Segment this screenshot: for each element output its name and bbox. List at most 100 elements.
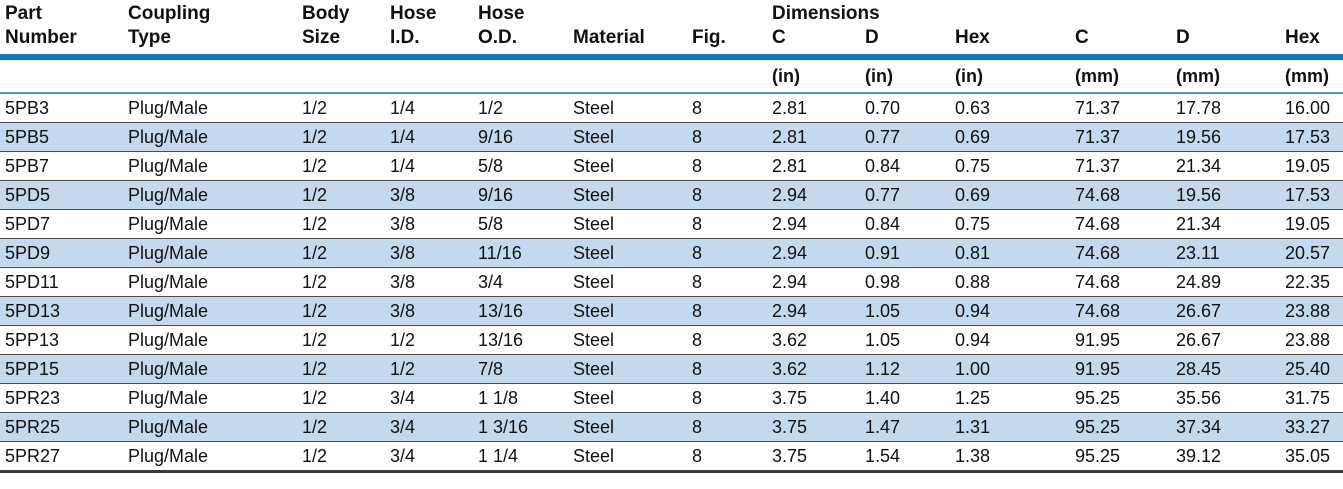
cell-part-number: 5PD11 (5, 271, 59, 292)
col-header-line1 (1285, 2, 1343, 26)
col-header-line2: Material (573, 27, 645, 48)
col-header-line2: O.D. (478, 27, 518, 48)
cell-body-size: 1/2 (302, 155, 328, 176)
col-header-hex-in: Hex (950, 0, 1070, 60)
cell-c-in: 3.75 (772, 387, 808, 408)
cell-coupling-type: Plug/Male (128, 358, 209, 379)
table-row: 5PP15 Plug/Male 1/2 1/2 7/8 Steel 8 3.62 1.12 1.0… (0, 354, 1343, 384)
col-header-line1 (1176, 2, 1280, 26)
cell-part-number: 5PD7 (5, 213, 51, 234)
cell-hose-id: 3/8 (390, 271, 416, 292)
cell-part-number: 5PD9 (5, 242, 51, 263)
unit-label-c-mm: (mm) (1070, 57, 1171, 94)
col-header-d-mm: D (1171, 0, 1280, 60)
cell-hex-in: 1.38 (955, 445, 991, 466)
cell-c-mm: 74.68 (1075, 300, 1121, 321)
col-header-line1: Hose (478, 3, 525, 24)
col-header-body-size: Body Size (297, 0, 385, 60)
cell-fig: 8 (692, 387, 703, 408)
col-header-line1: Hose (390, 3, 437, 24)
col-header-d-in: D (860, 0, 950, 60)
cell-body-size: 1/2 (302, 445, 328, 466)
cell-coupling-type: Plug/Male (128, 329, 209, 350)
cell-material: Steel (573, 184, 615, 205)
cell-d-mm: 28.45 (1176, 358, 1222, 379)
cell-d-in: 1.40 (865, 387, 901, 408)
unit-label-c-in: (in) (767, 57, 860, 94)
cell-hex-mm: 16.00 (1285, 97, 1331, 118)
table-row: 5PD9 Plug/Male 1/2 3/8 11/16 Steel 8 2.94 0.91 0.… (0, 238, 1343, 268)
cell-body-size: 1/2 (302, 300, 328, 321)
cell-part-number: 5PB5 (5, 126, 50, 147)
parts-dimensions-table: Part Number Coupling Type Body Size Hose I.D. Ho… (0, 0, 1343, 472)
cell-hose-id: 3/8 (390, 242, 416, 263)
unit-label-hex-in: (in) (950, 57, 1070, 94)
table-body: 5PB3 Plug/Male 1/2 1/4 1/2 Steel 8 2.81 0.70 0.63… (0, 93, 1343, 472)
col-header-line2: D (1176, 27, 1190, 48)
cell-body-size: 1/2 (302, 242, 328, 263)
cell-fig: 8 (692, 329, 703, 350)
cell-material: Steel (573, 416, 615, 437)
col-header-line1: Part (5, 3, 42, 24)
unit-label-d-mm: (mm) (1171, 57, 1280, 94)
cell-c-mm: 74.68 (1075, 184, 1121, 205)
col-header-hose-id: Hose I.D. (385, 0, 473, 60)
cell-hex-mm: 19.05 (1285, 213, 1331, 234)
cell-c-in: 3.62 (772, 329, 808, 350)
cell-part-number: 5PR23 (5, 387, 61, 408)
cell-c-mm: 91.95 (1075, 358, 1121, 379)
cell-part-number: 5PP13 (5, 329, 60, 350)
cell-c-mm: 74.68 (1075, 271, 1121, 292)
cell-hex-mm: 20.57 (1285, 242, 1331, 263)
cell-c-in: 2.81 (772, 155, 808, 176)
cell-part-number: 5PB3 (5, 97, 50, 118)
cell-part-number: 5PD5 (5, 184, 51, 205)
cell-d-in: 1.47 (865, 416, 901, 437)
cell-d-mm: 24.89 (1176, 271, 1222, 292)
cell-c-in: 3.62 (772, 358, 808, 379)
unit-label-hose-id (385, 57, 473, 94)
cell-hex-mm: 35.05 (1285, 445, 1331, 466)
cell-d-in: 0.98 (865, 271, 901, 292)
cell-hose-od: 1 1/8 (478, 387, 519, 408)
cell-coupling-type: Plug/Male (128, 300, 209, 321)
cell-coupling-type: Plug/Male (128, 445, 209, 466)
cell-hose-od: 11/16 (478, 242, 522, 263)
cell-c-in: 2.94 (772, 300, 808, 321)
table-row: 5PD5 Plug/Male 1/2 3/8 9/16 Steel 8 2.94 0.77 0.6… (0, 180, 1343, 210)
cell-part-number: 5PP15 (5, 358, 60, 379)
col-header-fig: Fig. (687, 0, 767, 60)
cell-hex-in: 0.69 (955, 184, 991, 205)
cell-fig: 8 (692, 97, 703, 118)
cell-d-in: 0.91 (865, 242, 901, 263)
col-header-line1 (573, 2, 687, 26)
cell-material: Steel (573, 300, 615, 321)
cell-fig: 8 (692, 213, 703, 234)
cell-c-mm: 95.25 (1075, 387, 1121, 408)
col-header-line1: Dimensions (772, 3, 880, 24)
cell-hex-mm: 19.05 (1285, 155, 1331, 176)
cell-hex-in: 1.00 (955, 358, 991, 379)
col-header-c-mm: C (1070, 0, 1171, 60)
unit-label-hex-mm: (mm) (1280, 57, 1343, 94)
cell-hose-id: 1/4 (390, 155, 416, 176)
cell-d-mm: 19.56 (1176, 126, 1222, 147)
cell-body-size: 1/2 (302, 97, 328, 118)
cell-coupling-type: Plug/Male (128, 97, 209, 118)
col-header-line2: Hex (1285, 27, 1320, 48)
col-header-part-number: Part Number (0, 0, 123, 60)
cell-d-in: 1.05 (865, 329, 901, 350)
cell-hose-od: 9/16 (478, 126, 514, 147)
col-header-line2: I.D. (390, 27, 420, 48)
cell-d-mm: 35.56 (1176, 387, 1222, 408)
table-header: Part Number Coupling Type Body Size Hose I.D. Ho… (0, 0, 1343, 94)
cell-hose-od: 1 3/16 (478, 416, 529, 437)
cell-hose-id: 1/2 (390, 329, 416, 350)
cell-fig: 8 (692, 155, 703, 176)
cell-part-number: 5PR27 (5, 445, 61, 466)
cell-d-mm: 37.34 (1176, 416, 1222, 437)
cell-d-mm: 23.11 (1176, 242, 1220, 263)
cell-body-size: 1/2 (302, 184, 328, 205)
cell-c-mm: 95.25 (1075, 445, 1121, 466)
cell-coupling-type: Plug/Male (128, 387, 209, 408)
